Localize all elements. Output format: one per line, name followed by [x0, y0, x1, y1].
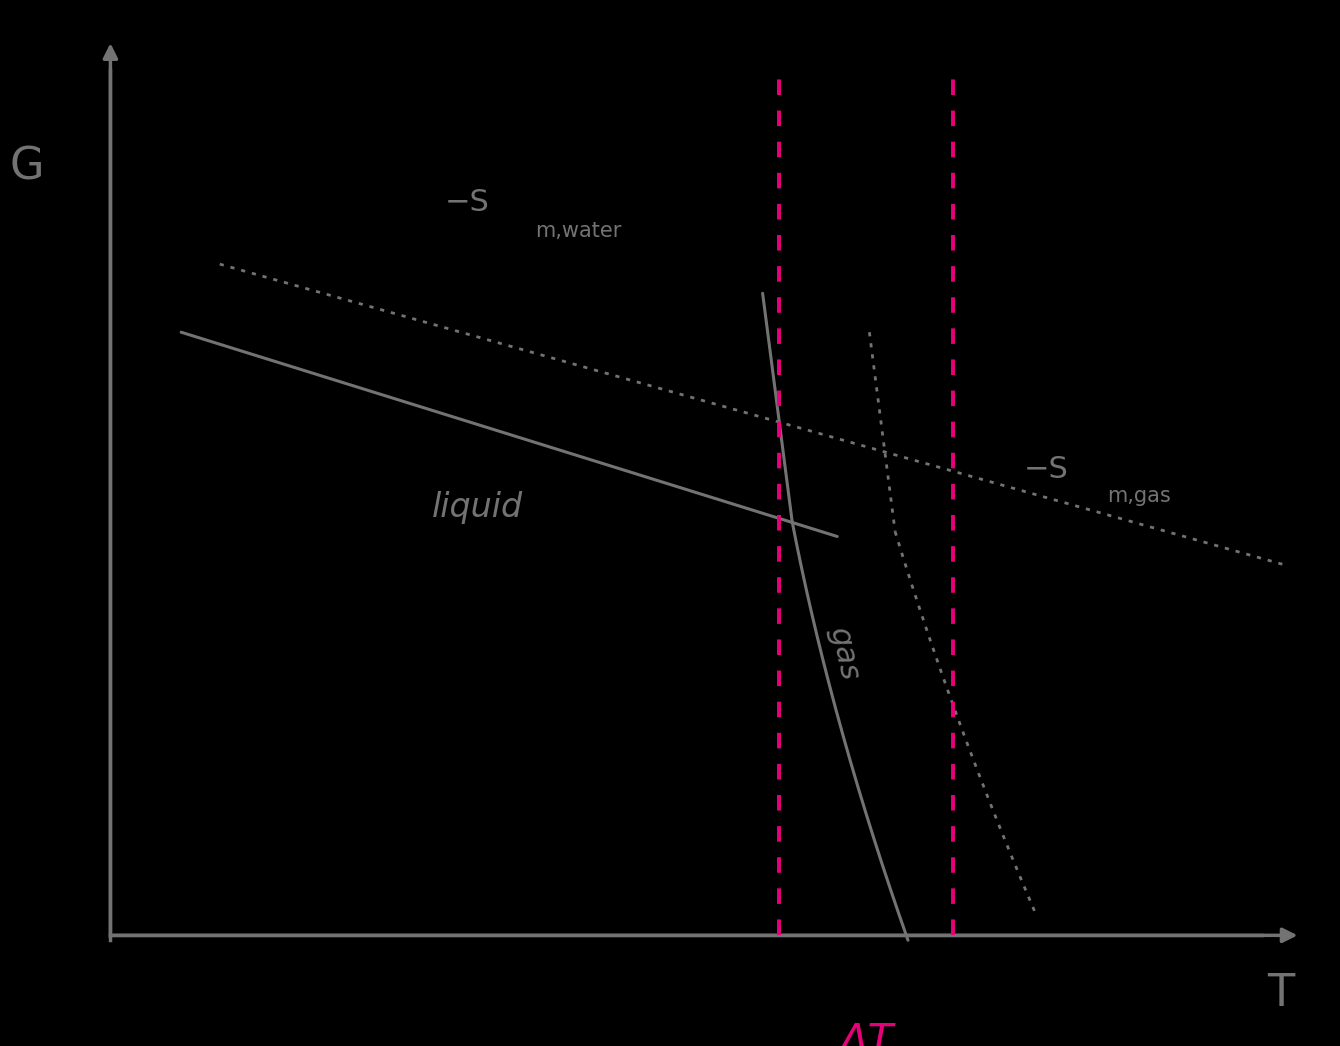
Text: gas: gas	[824, 623, 863, 683]
Text: ΔT: ΔT	[839, 1021, 894, 1046]
Text: T: T	[1268, 972, 1294, 1016]
Text: m,gas: m,gas	[1107, 486, 1171, 506]
Text: −S: −S	[445, 187, 489, 217]
Text: G: G	[9, 145, 44, 188]
Text: −S: −S	[1024, 455, 1068, 484]
Text: m,water: m,water	[535, 221, 622, 241]
Text: liquid: liquid	[431, 491, 523, 524]
